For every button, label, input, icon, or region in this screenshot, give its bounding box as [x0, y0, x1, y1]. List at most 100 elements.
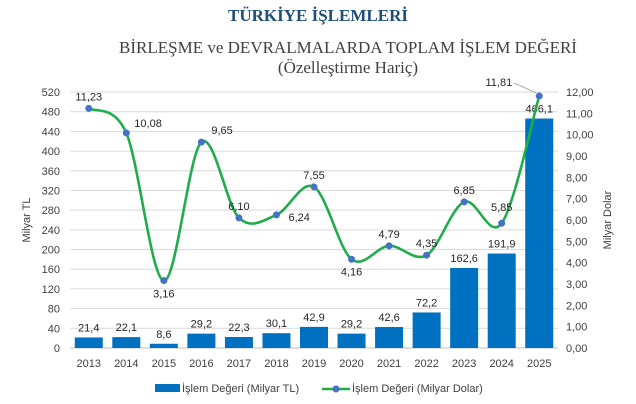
y-tick-label: 0	[54, 343, 60, 355]
x-tick-label: 2025	[527, 358, 551, 370]
x-tick-label: 2023	[452, 358, 476, 370]
y2-tick-label: 12,00	[566, 87, 594, 99]
y2-tick-label: 6,00	[566, 215, 587, 227]
bar	[262, 333, 291, 348]
legend-marker	[332, 385, 340, 393]
y2-tick-label: 8,00	[566, 172, 587, 184]
bar-data-label: 162,6	[450, 253, 478, 265]
x-tick-label: 2022	[414, 358, 438, 370]
x-tick-label: 2015	[152, 358, 176, 370]
bar	[74, 337, 103, 348]
bar	[412, 312, 441, 348]
y-tick-label: 440	[42, 126, 60, 138]
line-marker	[235, 214, 243, 222]
line-marker	[122, 129, 130, 137]
line-marker	[272, 211, 280, 219]
y-tick-label: 400	[42, 146, 60, 158]
line-marker	[460, 198, 468, 206]
line-data-label: 10,08	[134, 118, 162, 130]
bar-data-label: 22,1	[116, 322, 137, 334]
bar-data-label: 30,1	[266, 318, 287, 330]
bar	[112, 337, 141, 348]
line-data-label: 3,16	[153, 289, 174, 301]
line-data-label: 11,23	[75, 91, 102, 103]
bar	[187, 333, 216, 348]
legend-label: İşlem Değeri (Milyar TL)	[182, 382, 299, 395]
bar	[224, 337, 253, 348]
y2-axis-label: Milyar Dolar	[602, 190, 614, 249]
x-tick-label: 2021	[377, 358, 401, 370]
bar-data-label: 21,4	[78, 322, 99, 334]
bar	[525, 118, 554, 348]
line-marker	[535, 92, 543, 100]
bar	[337, 333, 366, 348]
line-data-label: 6,10	[228, 201, 249, 213]
x-tick-label: 2013	[77, 358, 101, 370]
legend-bar-swatch	[155, 384, 180, 392]
bar	[300, 326, 328, 348]
y-tick-label: 200	[42, 245, 60, 257]
line-marker	[310, 183, 318, 191]
y-tick-label: 480	[42, 107, 60, 119]
leader-line	[514, 82, 537, 94]
y2-tick-label: 2,00	[566, 300, 587, 312]
y-tick-label: 120	[42, 284, 60, 296]
legend-label: İşlem Değeri (Milyar Dolar)	[352, 382, 483, 395]
line-data-label: 6,85	[453, 185, 474, 197]
y-tick-label: 520	[42, 87, 60, 99]
bar-data-label: 8,6	[156, 329, 171, 341]
y2-tick-label: 1,00	[566, 322, 587, 334]
y2-tick-label: 0,00	[566, 343, 587, 355]
y2-tick-label: 4,00	[566, 258, 587, 270]
x-tick-label: 2019	[302, 358, 326, 370]
line-marker	[160, 277, 168, 285]
y-tick-label: 240	[42, 225, 60, 237]
bar-data-label: 72,2	[416, 297, 437, 309]
y2-tick-label: 3,00	[566, 279, 587, 291]
line-data-label: 7,55	[303, 170, 324, 182]
y-tick-label: 280	[42, 205, 60, 217]
line-marker	[423, 251, 431, 259]
bar	[149, 343, 178, 348]
line-data-label: 5,85	[491, 202, 512, 214]
bar-data-label: 191,9	[488, 239, 516, 251]
y2-tick-label: 11,00	[566, 108, 593, 120]
line-data-label: 4,16	[341, 266, 362, 278]
line-marker	[85, 104, 93, 112]
y-tick-label: 360	[42, 166, 60, 178]
x-tick-label: 2024	[489, 358, 513, 370]
line-data-label: 4,79	[378, 229, 399, 241]
x-tick-label: 2017	[227, 358, 251, 370]
line-marker	[385, 242, 393, 250]
bar-data-label: 42,6	[378, 312, 399, 324]
bar-data-label: 29,2	[191, 319, 212, 331]
line-marker	[498, 219, 506, 227]
line-marker	[348, 255, 356, 263]
chart-title-main: BİRLEŞME ve DEVRALMALARDA TOPLAM İŞLEM D…	[119, 38, 577, 57]
bar	[450, 267, 479, 348]
y2-tick-label: 9,00	[566, 151, 587, 163]
bar-data-label: 22,3	[228, 322, 249, 334]
bar	[375, 327, 404, 348]
x-tick-label: 2020	[339, 358, 363, 370]
bar-data-label: 466,1	[525, 104, 553, 116]
y2-tick-label: 10,00	[566, 130, 594, 142]
chart-subtitle: (Özelleştirme Hariç)	[277, 58, 419, 77]
y-axis-label: Milyar TL	[21, 197, 33, 242]
line-data-label: 11,81	[486, 77, 513, 89]
y-tick-label: 320	[42, 185, 60, 197]
bar-data-label: 42,9	[303, 312, 324, 324]
line-marker	[197, 138, 205, 146]
y-tick-label: 160	[42, 264, 60, 276]
line-data-label: 9,65	[211, 125, 232, 137]
bar	[487, 253, 516, 348]
page-title: TÜRKİYE İŞLEMLERİ	[228, 6, 408, 25]
x-tick-label: 2016	[189, 358, 213, 370]
line-data-label: 4,35	[416, 238, 437, 250]
y-tick-label: 40	[48, 323, 60, 335]
line-data-label: 6,24	[288, 212, 309, 224]
x-tick-label: 2014	[114, 358, 138, 370]
y2-tick-label: 7,00	[566, 194, 587, 206]
